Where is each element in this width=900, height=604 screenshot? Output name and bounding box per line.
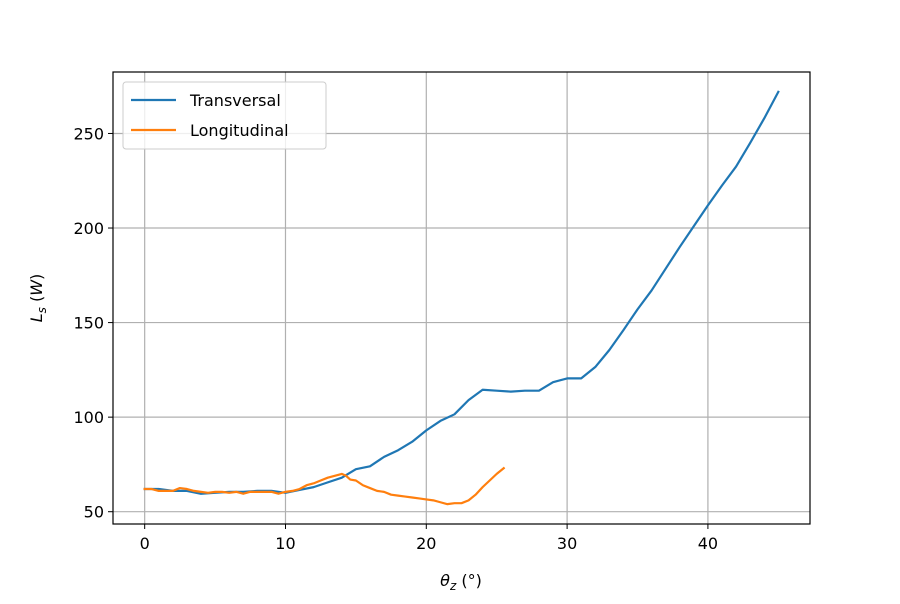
x-tick-label: 0: [140, 534, 150, 553]
x-axis-ticks: 0 10 20 30 40: [140, 524, 718, 553]
y-tick-label: 150: [73, 314, 104, 333]
x-tick-label: 40: [698, 534, 718, 553]
series-line-transversal: [143, 90, 780, 495]
x-axis-label: θz (°): [440, 571, 482, 593]
x-tick-label: 30: [557, 534, 577, 553]
series-layer: [143, 90, 780, 506]
legend-box: [122, 81, 327, 150]
legend: Transversal Longitudinal: [122, 81, 327, 150]
legend-label-transversal: Transversal: [189, 91, 281, 110]
y-tick-label: 200: [73, 219, 104, 238]
y-axis-label: Ls (W): [27, 274, 49, 323]
plot-frame: [112, 71, 811, 525]
series-line-longitudinal: [143, 466, 506, 506]
y-tick-label: 250: [73, 124, 104, 143]
y-tick-label: 100: [73, 408, 104, 427]
y-axis-ticks: 50 100 150 200 250: [73, 124, 113, 522]
x-tick-label: 10: [275, 534, 295, 553]
legend-label-longitudinal: Longitudinal: [190, 121, 289, 140]
y-tick-label: 50: [84, 503, 104, 522]
x-tick-label: 20: [416, 534, 436, 553]
